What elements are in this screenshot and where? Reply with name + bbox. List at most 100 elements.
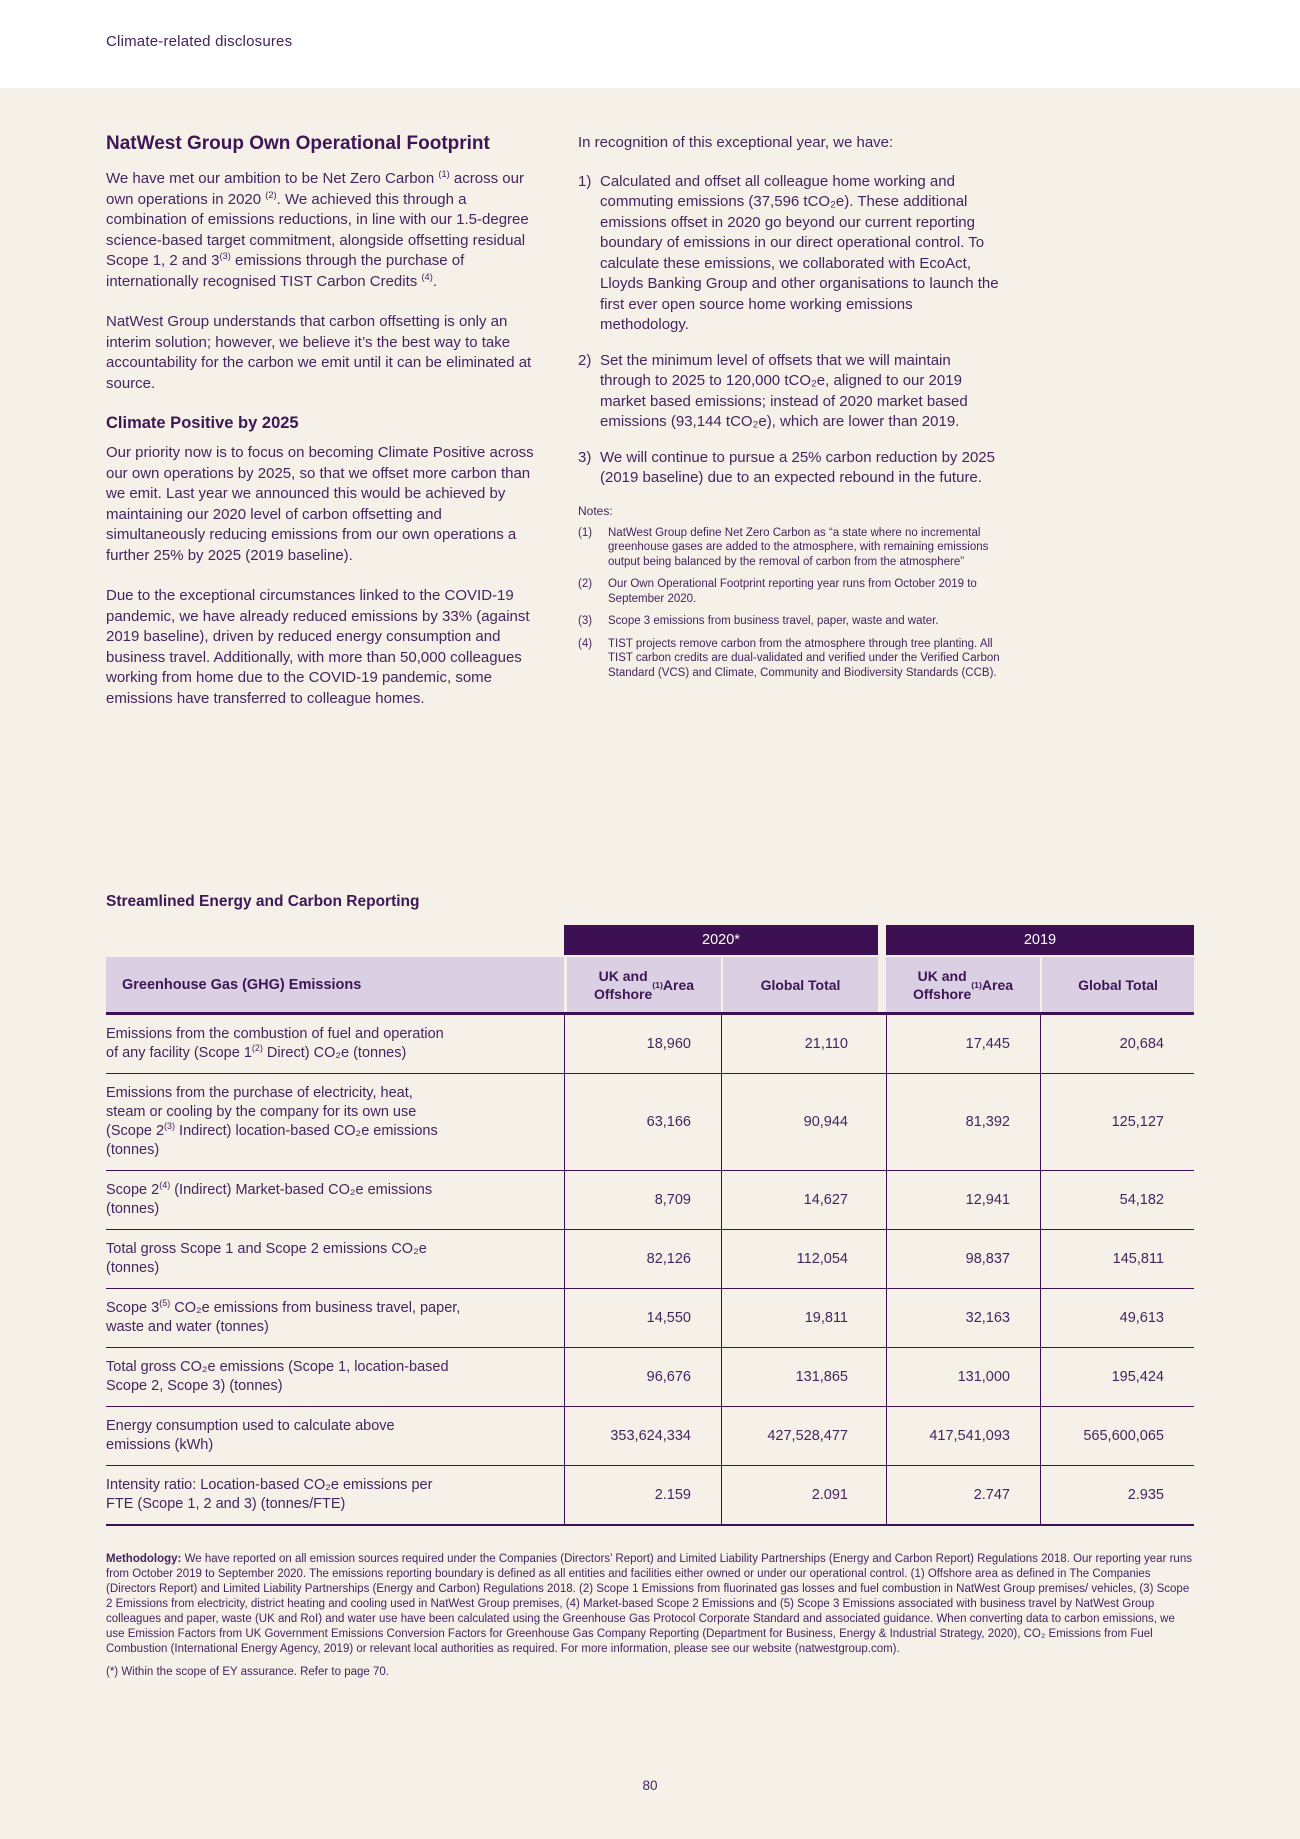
numbered-item-3: 3) We will continue to pursue a 25% carb… [578, 448, 1002, 489]
cell-value: 145,811 [1040, 1230, 1194, 1288]
item-text: Set the minimum level of offsets that we… [600, 351, 968, 431]
assurance-footnote: (*) Within the scope of EY assurance. Re… [106, 1666, 389, 1678]
cell-value: 82,126 [564, 1230, 721, 1288]
column-group-gap [878, 1289, 886, 1347]
note-2: (2) Our Own Operational Footprint report… [578, 577, 1002, 606]
item-text: Calculated and offset all colleague home… [600, 172, 999, 334]
numbered-item-1: 1) Calculated and offset all colleague h… [578, 172, 1002, 336]
row-label: Total gross Scope 1 and Scope 2 emission… [106, 1241, 427, 1276]
table-row: Total gross Scope 1 and Scope 2 emission… [106, 1230, 1194, 1289]
table-row: Emissions from the combustion of fuel an… [106, 1015, 1194, 1074]
row-label: Scope 2(4) (Indirect) Market-based CO₂e … [106, 1180, 433, 1217]
note-text: NatWest Group define Net Zero Carbon as … [608, 526, 989, 568]
methodology-label: Methodology: [106, 1553, 182, 1565]
item-marker: 3) [578, 448, 592, 466]
column-group-gap [878, 1074, 886, 1170]
paragraph-priority: Our priority now is to focus on becoming… [106, 444, 534, 564]
cell-value: 14,550 [564, 1289, 721, 1347]
row-label: Scope 3(5) CO₂e emissions from business … [106, 1298, 461, 1335]
cell-value: 49,613 [1040, 1289, 1194, 1347]
cell-value: 112,054 [721, 1230, 878, 1288]
note-3: (3) Scope 3 emissions from business trav… [578, 614, 1002, 629]
cell-value: 417,541,093 [886, 1407, 1040, 1465]
cell-value: 19,811 [721, 1289, 878, 1347]
row-label: Total gross CO₂e emissions (Scope 1, loc… [106, 1359, 449, 1394]
list-intro: In recognition of this exceptional year,… [578, 134, 894, 151]
paragraph-net-zero: We have met our ambition to be Net Zero … [106, 169, 529, 290]
row-label: Emissions from the combustion of fuel an… [106, 1026, 444, 1061]
cell-value: 14,627 [721, 1171, 878, 1229]
cell-value: 427,528,477 [721, 1407, 878, 1465]
row-label: Energy consumption used to calculate abo… [106, 1418, 395, 1453]
column-group-gap [878, 1171, 886, 1229]
column-group-gap [878, 957, 886, 1012]
cell-value: 21,110 [721, 1015, 878, 1073]
cell-value: 81,392 [886, 1074, 1040, 1170]
item-marker: 1) [578, 172, 592, 190]
cell-value: 17,445 [886, 1015, 1040, 1073]
table-heading: Streamlined Energy and Carbon Reporting [106, 893, 420, 910]
table-row: Scope 2(4) (Indirect) Market-based CO₂e … [106, 1171, 1194, 1230]
table-row: Scope 3(5) CO₂e emissions from business … [106, 1289, 1194, 1348]
cell-value: 32,163 [886, 1289, 1040, 1347]
paragraph-covid: Due to the exceptional circumstances lin… [106, 587, 530, 707]
column-group-gap [878, 1466, 886, 1524]
column-group-gap [878, 1015, 886, 1073]
year-group-2020: 2020* [564, 925, 878, 955]
column-header: UK and Offshore (1) Area [564, 957, 721, 1012]
table-row: Emissions from the purchase of electrici… [106, 1074, 1194, 1171]
column-group-gap [878, 925, 886, 955]
right-column: In recognition of this exceptional year,… [578, 133, 1002, 893]
cell-value: 353,624,334 [564, 1407, 721, 1465]
column-header: Global Total [721, 957, 878, 1012]
left-column: NatWest Group Own Operational Footprint … [106, 133, 540, 893]
cell-value: 2.159 [564, 1466, 721, 1524]
section-heading: NatWest Group Own Operational Footprint [106, 133, 490, 154]
page-content: NatWest Group Own Operational Footprint … [0, 88, 1300, 1678]
cell-value: 131,000 [886, 1348, 1040, 1406]
page-number: 80 [642, 1778, 658, 1793]
notes-label: Notes: [578, 503, 613, 518]
cell-value: 125,127 [1040, 1074, 1194, 1170]
cell-value: 2.935 [1040, 1466, 1194, 1524]
table-row: Intensity ratio: Location-based CO₂e emi… [106, 1466, 1194, 1526]
two-column-intro: NatWest Group Own Operational Footprint … [106, 133, 1194, 893]
cell-value: 90,944 [721, 1074, 878, 1170]
note-text: Our Own Operational Footprint reporting … [608, 578, 977, 605]
column-header-row: Greenhouse Gas (GHG) Emissions UK and Of… [106, 957, 1194, 1015]
cell-value: 12,941 [886, 1171, 1040, 1229]
row-label: Intensity ratio: Location-based CO₂e emi… [106, 1477, 433, 1512]
column-group-gap [878, 1348, 886, 1406]
cell-value: 2.091 [721, 1466, 878, 1524]
table-row: Total gross CO₂e emissions (Scope 1, loc… [106, 1348, 1194, 1407]
cell-value: 54,182 [1040, 1171, 1194, 1229]
cell-value: 2.747 [886, 1466, 1040, 1524]
paragraph-offsetting: NatWest Group understands that carbon of… [106, 313, 532, 392]
methodology-note: Methodology: We have reported on all emi… [106, 1552, 1194, 1657]
cell-value: 565,600,065 [1040, 1407, 1194, 1465]
column-header: UK and Offshore (1) Area [886, 957, 1040, 1012]
column-header: Global Total [1040, 957, 1194, 1012]
cell-value: 96,676 [564, 1348, 721, 1406]
ghg-table-body: Emissions from the combustion of fuel an… [106, 1015, 1194, 1526]
item-text: We will continue to pursue a 25% carbon … [600, 448, 995, 487]
cell-value: 195,424 [1040, 1348, 1194, 1406]
note-marker: (4) [578, 637, 593, 650]
column-group-gap [878, 1407, 886, 1465]
note-marker: (3) [578, 615, 593, 627]
numbered-item-2: 2) Set the minimum level of offsets that… [578, 351, 1002, 433]
cell-value: 8,709 [564, 1171, 721, 1229]
ghg-emissions-table: 2020* 2019 Greenhouse Gas (GHG) Emission… [106, 925, 1194, 1526]
note-marker: (2) [578, 578, 593, 590]
note-text: TIST projects remove carbon from the atm… [608, 637, 1000, 679]
item-marker: 2) [578, 351, 592, 369]
note-1: (1) NatWest Group define Net Zero Carbon… [578, 526, 1002, 570]
cell-value: 98,837 [886, 1230, 1040, 1288]
breadcrumb: Climate-related disclosures [106, 33, 293, 50]
cell-value: 18,960 [564, 1015, 721, 1073]
row-label: Emissions from the purchase of electrici… [106, 1085, 438, 1158]
note-text: Scope 3 emissions from business travel, … [608, 615, 939, 627]
band-spacer [106, 925, 564, 955]
column-group-gap [878, 1230, 886, 1288]
